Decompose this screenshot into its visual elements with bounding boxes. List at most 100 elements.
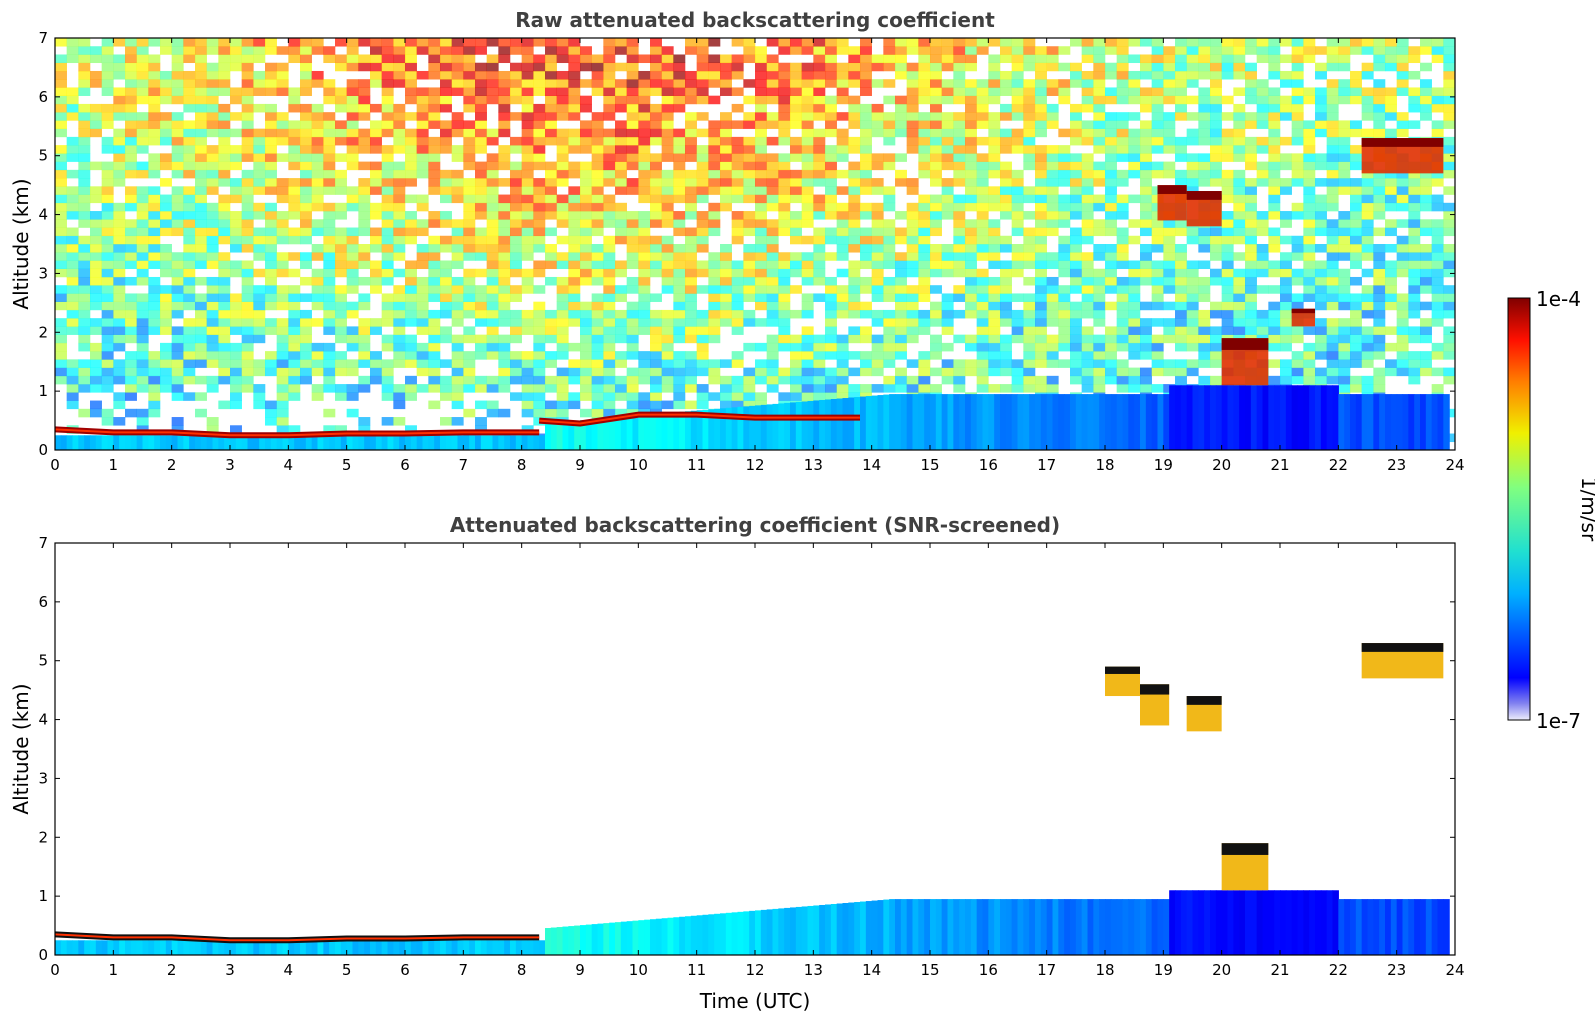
noise-cell [1443, 268, 1455, 278]
noise-cell [451, 359, 464, 368]
noise-cell [673, 351, 686, 360]
noise-cell [1140, 103, 1152, 113]
noise-cell [1408, 359, 1421, 368]
noise-cell [1443, 70, 1455, 80]
noise-cell [381, 276, 394, 286]
noise-cell [265, 145, 277, 154]
noise-cell [323, 46, 336, 55]
y-tick-label: 3 [38, 264, 48, 282]
data-cell [1414, 394, 1421, 450]
noise-cell [1140, 87, 1152, 96]
noise-cell [591, 186, 604, 195]
noise-cell [603, 202, 616, 212]
noise-cell [1373, 367, 1386, 377]
noise-cell [1186, 260, 1199, 270]
noise-cell [521, 219, 534, 228]
noise-cell [1280, 153, 1292, 162]
noise-cell [825, 54, 837, 64]
noise-cell [591, 260, 604, 270]
data-cell [865, 396, 873, 450]
x-tick-label: 14 [862, 456, 881, 474]
noise-cell [230, 375, 242, 385]
noise-cell [801, 309, 814, 319]
noise-cell [405, 293, 417, 302]
noise-cell [906, 235, 919, 245]
noise-cell [1303, 276, 1316, 286]
noise-cell [1105, 46, 1117, 55]
noise-cell [976, 169, 989, 179]
noise-cell [113, 260, 126, 270]
noise-cell [1385, 219, 1397, 228]
noise-cell [930, 79, 942, 88]
noise-cell [475, 194, 487, 204]
noise-cell [358, 334, 371, 344]
noise-cell [276, 194, 289, 204]
panel-raw: Raw attenuated backscattering coefficien… [9, 8, 1465, 474]
noise-cell [1035, 301, 1047, 311]
noise-cell [125, 145, 137, 154]
noise-cell [696, 326, 709, 335]
noise-cell [731, 318, 744, 327]
noise-cell [545, 87, 557, 96]
noise-cell [895, 301, 907, 311]
noise-cell [1000, 103, 1012, 113]
noise-cell [650, 326, 662, 335]
noise-cell [428, 70, 441, 80]
data-cell [230, 435, 237, 450]
noise-cell [405, 112, 417, 121]
noise-cell [335, 95, 347, 105]
noise-cell [1186, 309, 1199, 319]
noise-cell [1128, 87, 1141, 96]
noise-cell [521, 169, 534, 179]
noise-cell [1443, 54, 1455, 64]
noise-cell [965, 87, 977, 96]
noise-cell [871, 103, 884, 113]
noise-cell [603, 219, 616, 228]
noise-cell [370, 70, 382, 80]
noise-cell [1221, 293, 1234, 302]
noise-cell [1268, 169, 1281, 179]
data-cell [218, 435, 225, 450]
noise-cell [1000, 112, 1012, 121]
noise-cell [1163, 268, 1176, 278]
noise-cell [230, 235, 242, 245]
noise-cell [603, 178, 616, 187]
noise-cell [650, 54, 662, 64]
noise-cell [125, 244, 137, 253]
noise-cell [615, 235, 627, 245]
noise-cell [66, 38, 79, 47]
noise-cell [1373, 276, 1386, 286]
noise-cell [1361, 384, 1374, 393]
noise-cell [323, 161, 336, 171]
noise-cell [848, 285, 861, 294]
noise-cell [778, 227, 791, 237]
noise-cell [533, 326, 546, 335]
noise-cell [498, 70, 511, 80]
noise-cell [183, 54, 196, 64]
cloud-top [1157, 185, 1187, 194]
noise-cell [883, 260, 896, 270]
noise-cell [498, 178, 511, 187]
noise-cell [1350, 342, 1362, 352]
noise-cell [1070, 342, 1082, 352]
noise-cell [498, 342, 511, 352]
noise-cell [440, 417, 452, 426]
noise-cell [276, 211, 289, 220]
noise-cell [195, 79, 207, 88]
noise-cell [650, 112, 662, 121]
noise-cell [1023, 95, 1036, 105]
noise-cell [976, 103, 989, 113]
noise-cell [1105, 301, 1117, 311]
noise-cell [1093, 128, 1106, 138]
noise-cell [1385, 178, 1397, 187]
noise-cell [323, 375, 336, 385]
noise-cell [428, 334, 441, 344]
noise-cell [626, 161, 639, 171]
noise-cell [1210, 120, 1222, 129]
noise-cell [1105, 161, 1117, 171]
noise-cell [1081, 186, 1094, 195]
noise-cell [393, 326, 406, 335]
noise-cell [591, 359, 604, 368]
noise-cell [125, 326, 137, 335]
noise-cell [743, 211, 756, 220]
